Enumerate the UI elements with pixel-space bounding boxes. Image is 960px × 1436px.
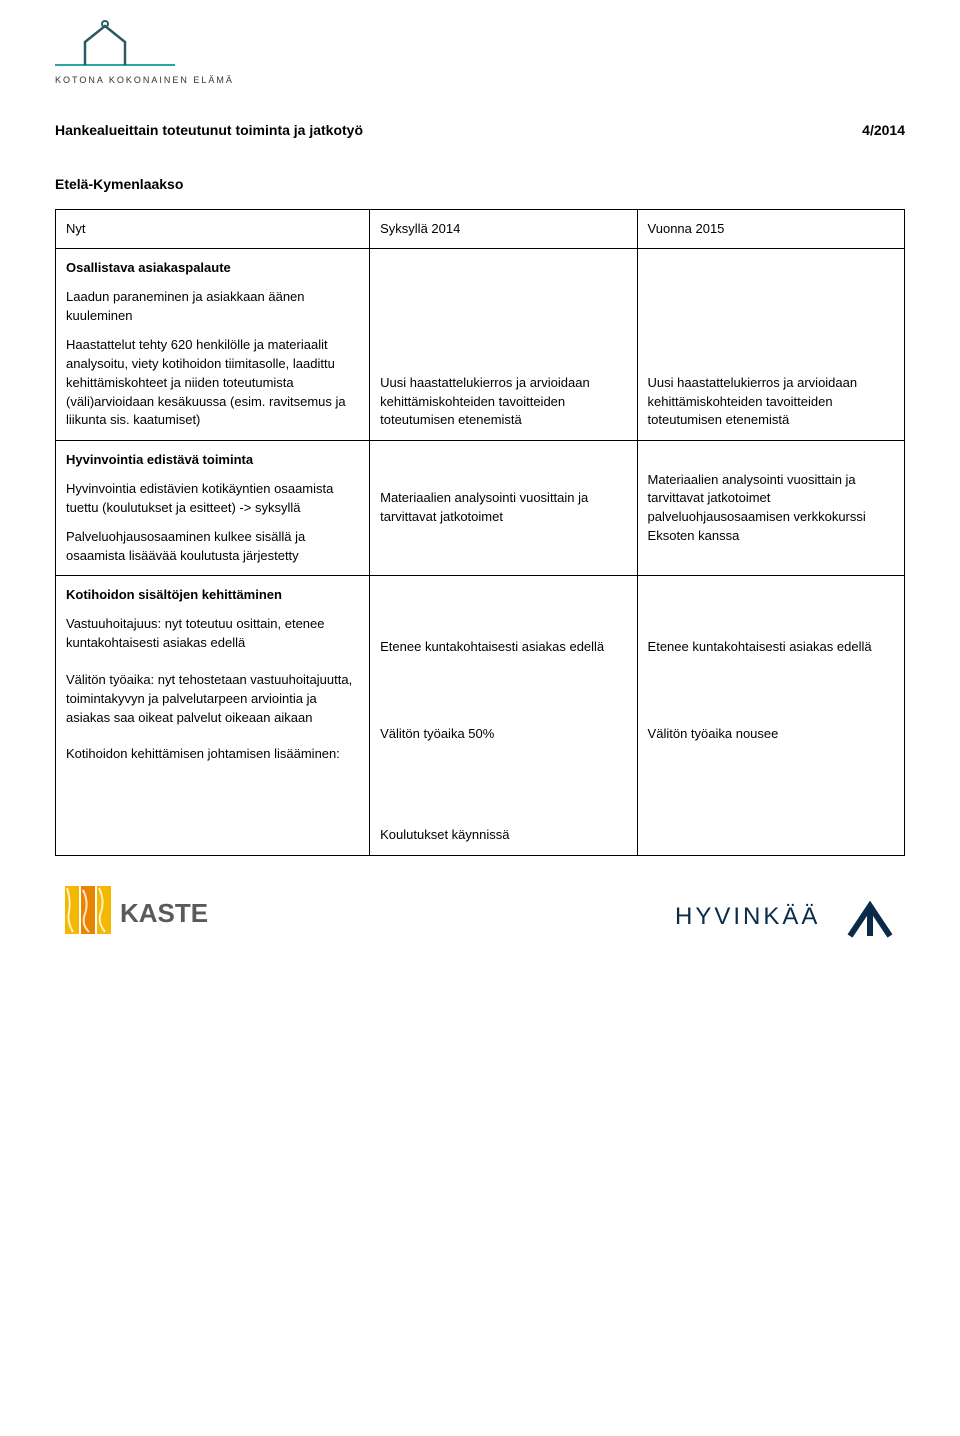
doc-date: 4/2014 — [862, 120, 905, 140]
cell-r1c2: Uusi haastattelukierros ja arvioidaan ke… — [637, 249, 904, 441]
cell-para: Välitön työaika: nyt tehostetaan vastuuh… — [66, 671, 359, 728]
cell-para: Uusi haastattelukierros ja arvioidaan ke… — [648, 374, 894, 431]
cell-para: Koulutukset käynnissä — [380, 826, 626, 845]
table-row: Hyvinvointia edistävä toiminta Hyvinvoin… — [56, 441, 905, 576]
cell-para: Materiaalien analysointi vuosittain ja t… — [648, 471, 894, 546]
head-vuonna: Vuonna 2015 — [637, 209, 904, 249]
brand-logo: KOTONA KOKONAINEN ELÄMÄ — [55, 20, 905, 90]
cell-r3c1: Etenee kuntakohtaisesti asiakas edellä V… — [370, 576, 637, 856]
doc-title-row: Hankealueittain toteutunut toiminta ja j… — [55, 120, 905, 140]
svg-text:KASTE: KASTE — [120, 898, 208, 928]
hyvinkaa-logo: HYVINKÄÄ — [675, 896, 895, 952]
head-syksylla: Syksyllä 2014 — [370, 209, 637, 249]
cell-para: Etenee kuntakohtaisesti asiakas edellä — [380, 638, 626, 657]
cell-para: Välitön työaika nousee — [648, 725, 894, 744]
footer-logos: KASTE HYVINKÄÄ — [55, 886, 905, 952]
cell-para: Kotihoidon kehittämisen johtamisen lisää… — [66, 745, 359, 764]
cell-heading: Osallistava asiakaspalaute — [66, 259, 359, 278]
cell-para: Palveluohjausosaaminen kulkee sisällä ja… — [66, 528, 359, 566]
cell-para: Etenee kuntakohtaisesti asiakas edellä — [648, 638, 894, 657]
cell-r2c2: Materiaalien analysointi vuosittain ja t… — [637, 441, 904, 576]
table-head-row: Nyt Syksyllä 2014 Vuonna 2015 — [56, 209, 905, 249]
cell-r1c0: Osallistava asiakaspalaute Laadun parane… — [56, 249, 370, 441]
cell-heading: Kotihoidon sisältöjen kehittäminen — [66, 586, 359, 605]
cell-r3c0: Kotihoidon sisältöjen kehittäminen Vastu… — [56, 576, 370, 856]
cell-para: Välitön työaika 50% — [380, 725, 626, 744]
svg-text:HYVINKÄÄ: HYVINKÄÄ — [675, 903, 820, 930]
cell-para: Hyvinvointia edistävien kotikäyntien osa… — [66, 480, 359, 518]
cell-para: Haastattelut tehty 620 henkilölle ja mat… — [66, 336, 359, 430]
kaste-logo: KASTE — [65, 886, 265, 952]
cell-r2c0: Hyvinvointia edistävä toiminta Hyvinvoin… — [56, 441, 370, 576]
house-icon — [55, 20, 175, 70]
cell-r1c1: Uusi haastattelukierros ja arvioidaan ke… — [370, 249, 637, 441]
brand-tagline: KOTONA KOKONAINEN ELÄMÄ — [55, 74, 234, 87]
doc-title: Hankealueittain toteutunut toiminta ja j… — [55, 120, 363, 140]
cell-para: Laadun paraneminen ja asiakkaan äänen ku… — [66, 288, 359, 326]
cell-para: Materiaalien analysointi vuosittain ja t… — [380, 489, 626, 527]
cell-para: Vastuuhoitajuus: nyt toteutuu osittain, … — [66, 615, 359, 653]
cell-r2c1: Materiaalien analysointi vuosittain ja t… — [370, 441, 637, 576]
cell-r3c2: Etenee kuntakohtaisesti asiakas edellä V… — [637, 576, 904, 856]
subregion-heading: Etelä-Kymenlaakso — [55, 174, 905, 194]
cell-para: Uusi haastattelukierros ja arvioidaan ke… — [380, 374, 626, 431]
content-table: Nyt Syksyllä 2014 Vuonna 2015 Osallistav… — [55, 209, 905, 856]
table-row: Kotihoidon sisältöjen kehittäminen Vastu… — [56, 576, 905, 856]
table-row: Osallistava asiakaspalaute Laadun parane… — [56, 249, 905, 441]
head-nyt: Nyt — [56, 209, 370, 249]
cell-heading: Hyvinvointia edistävä toiminta — [66, 451, 359, 470]
